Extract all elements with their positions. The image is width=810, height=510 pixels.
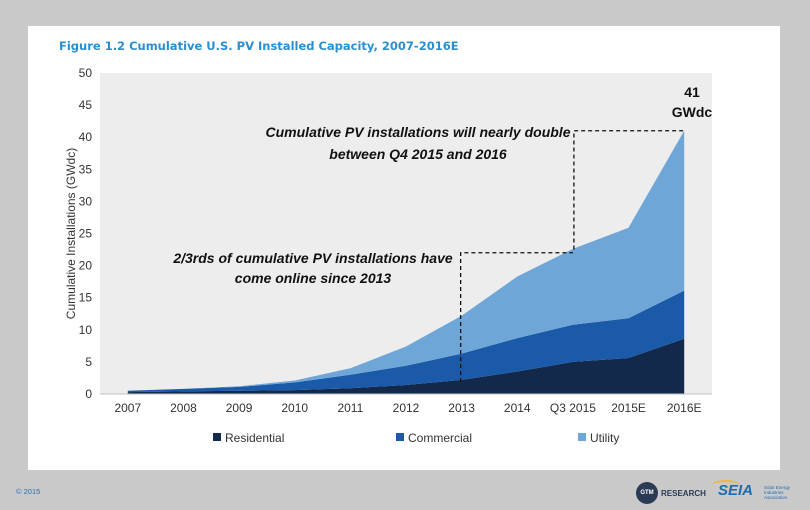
y-tick-label: 30 [79, 194, 93, 208]
gtm-logo-text: RESEARCH [661, 488, 706, 498]
annotation-twothirds-line1: 2/3rds of cumulative PV installations ha… [172, 250, 453, 266]
area-utility [127, 130, 685, 391]
area-commercial [127, 290, 685, 393]
y-tick-label: 40 [79, 130, 93, 144]
seia-logo-subtitle: Solar Energy Industries Association [764, 485, 791, 500]
y-tick-label: 45 [79, 98, 93, 112]
legend-label-residential: Residential [225, 431, 284, 445]
y-tick-label: 5 [85, 355, 92, 369]
annotation-twothirds-line2: come online since 2013 [235, 270, 392, 286]
y-tick-label: 0 [85, 387, 92, 401]
x-tick-label: 2016E [667, 401, 702, 415]
annotation-double-line2: between Q4 2015 and 2016 [329, 146, 507, 162]
annotation-double-line1: Cumulative PV installations will nearly … [266, 124, 571, 140]
annotation-total-value: 41 [684, 84, 700, 100]
x-tick-label: 2014 [504, 401, 531, 415]
y-tick-label: 50 [79, 66, 93, 80]
copyright-text: © 2015 [16, 487, 41, 496]
x-tick-label: 2011 [337, 401, 363, 415]
guide-2016-line [573, 130, 685, 250]
y-tick-label: 35 [79, 162, 93, 176]
guide-2013-line [459, 252, 573, 382]
x-tick-label: 2012 [393, 401, 420, 415]
x-tick-label: 2010 [281, 401, 308, 415]
x-tick-label: 2015E [611, 401, 646, 415]
legend-label-utility: Utility [590, 431, 619, 445]
y-tick-label: 15 [79, 291, 93, 305]
legend-swatch-commercial [396, 433, 404, 441]
legend-swatch-residential [213, 433, 221, 441]
annotation-total-unit: GWdc [672, 104, 713, 120]
x-tick-label: 2008 [170, 401, 197, 415]
x-tick-label: 2009 [226, 401, 253, 415]
y-tick-label: 20 [79, 259, 93, 273]
y-tick-label: 10 [79, 323, 93, 337]
seia-swoosh-icon [712, 480, 740, 490]
y-tick-label: 25 [79, 227, 93, 241]
gtm-badge: GTM [636, 482, 658, 504]
seia-logo: SEIA Solar Energy Industries Association [710, 478, 800, 506]
gtm-research-logo: GTM RESEARCH [636, 482, 706, 504]
legend-swatch-utility [578, 433, 586, 441]
x-tick-label: 2007 [114, 401, 141, 415]
figure-title: Figure 1.2 Cumulative U.S. PV Installed … [59, 39, 459, 53]
x-tick-label: Q3 2015 [550, 401, 596, 415]
area-residential [127, 338, 685, 394]
legend-label-commercial: Commercial [408, 431, 472, 445]
seia-logo-text: SEIA [718, 482, 754, 499]
x-tick-label: 2013 [448, 401, 475, 415]
y-axis-label: Cumulative Installations (GWdc) [64, 148, 78, 319]
